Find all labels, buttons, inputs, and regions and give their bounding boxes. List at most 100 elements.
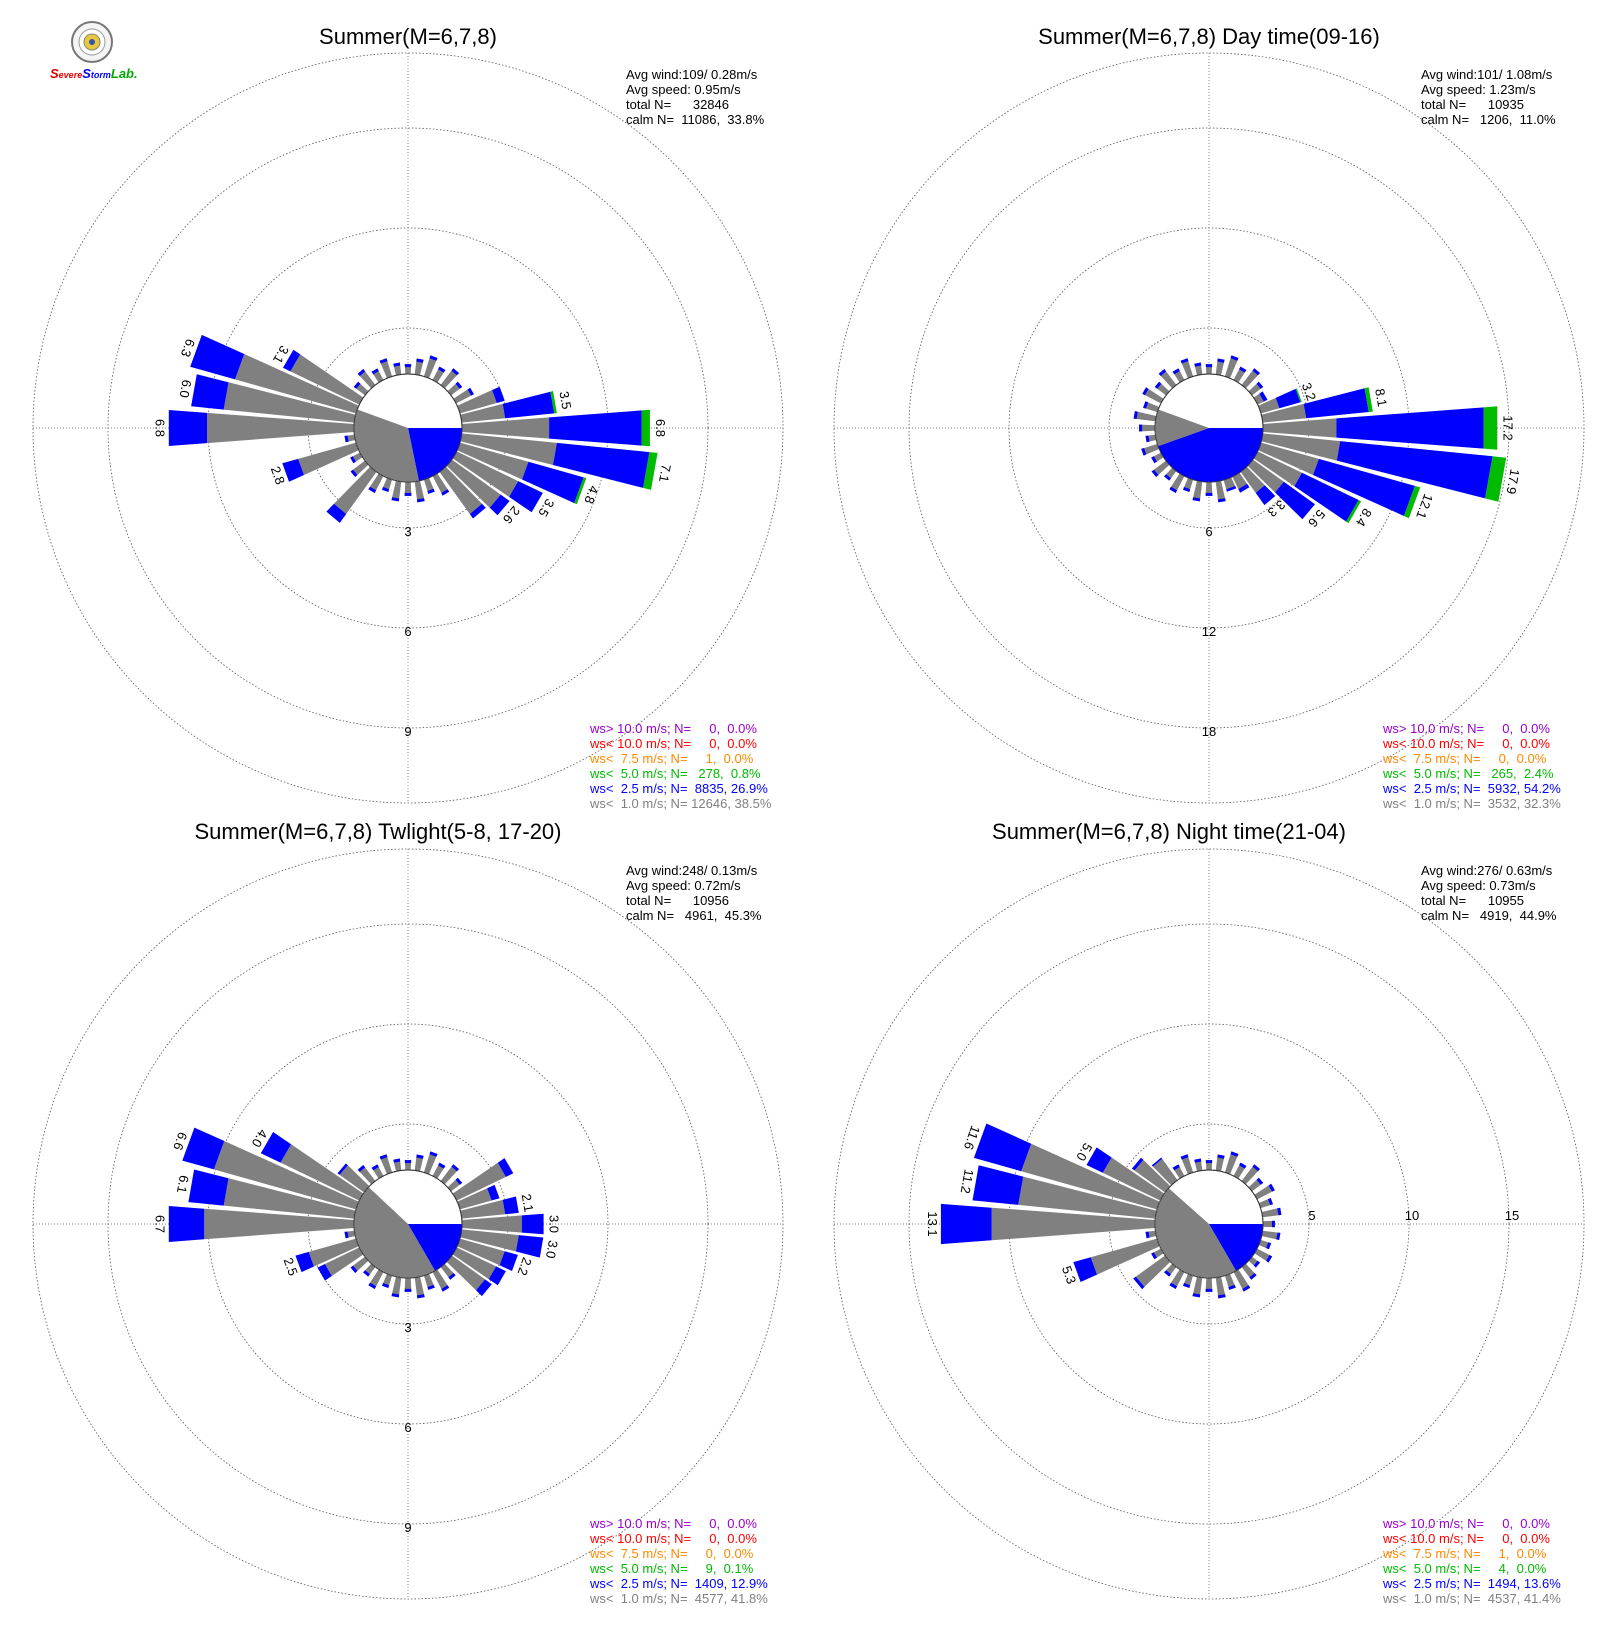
petal-stub-tip [1256,1177,1264,1185]
legend-entry: ws< 2.5 m/s; N= 1409, 12.9% [589,1576,768,1591]
petal-bar-lt2-5 [317,1264,332,1281]
petal-stub [379,1154,393,1175]
stats-line: total N= 10955 [1421,893,1524,908]
petal-bar-lt1 [446,1255,486,1291]
petal-stub-tip [455,1177,463,1185]
petal-stub-tip [368,1282,377,1289]
petal-stub-tip [1266,1255,1273,1263]
petal-bar-lt1 [452,1162,506,1201]
petal-stub-tip [350,456,356,464]
petal-stub-tip [1180,1154,1189,1160]
petal-stub-tip [393,1158,401,1163]
petal-stub-tip [441,489,450,496]
legend-entry: ws< 10.0 m/s; N= 0, 0.0% [1382,1531,1550,1546]
petal-bar-lt2-5 [1313,458,1415,516]
petal-stub [440,1164,459,1185]
petal-stub-tip [1268,1183,1275,1192]
ring-label: 5 [1308,1208,1315,1223]
petal-stub-tip [1268,1198,1273,1206]
petal-bar-lt1 [223,1178,356,1219]
petal-stub-tip [1239,1162,1247,1169]
petal-bar-lt2-5 [509,481,543,513]
petal-stub-tip [1217,1294,1226,1299]
petal-stub-tip [448,1273,456,1280]
petal-stub-tip [368,486,377,493]
petal-stub-tip [404,1160,412,1164]
legend-entry: ws< 1.0 m/s; N= 3532, 32.3% [1382,796,1561,811]
petal-stub-tip [393,362,401,367]
petal-stub [391,1276,402,1298]
legend-entry: ws< 2.5 m/s; N= 5932, 54.2% [1382,781,1561,796]
petal-bar-lt2-5 [522,461,584,504]
petal-value-label: 2.1 [519,1193,537,1213]
petal-bar-lt2-5 [499,1251,518,1271]
petal-bar-lt1 [280,1144,364,1201]
stats-line: Avg speed: 0.73m/s [1421,878,1536,893]
petal-stub-tip [1249,1273,1257,1280]
petal-stub [414,358,424,376]
logo-text-part: S [82,66,91,81]
petal-stub-tip [1164,474,1171,481]
petal-stub-tip [382,487,390,492]
petal-stub-tip [357,369,366,376]
petal-stub-tip [379,1154,388,1160]
petal-bar-lt1 [1253,451,1302,487]
petal-bar-lt2-5 [1303,388,1369,419]
petal-value-label: 8.1 [1372,387,1390,407]
petal-bar-lt1 [235,354,359,414]
petal-stub-tip [350,1265,358,1273]
petal-stub-tip [1277,1207,1282,1216]
petal-bar-lt5 [1346,500,1362,524]
petal-stub-tip [1217,1154,1225,1159]
logo-text-part: torm [91,70,111,80]
petal-bar-lt5 [641,409,650,447]
petal-stub-tip [416,1154,424,1159]
petal-stub [1192,1276,1203,1298]
petal-stub-tip [1180,358,1189,364]
petal-stub-tip [391,497,400,502]
petal-stub [423,1151,438,1175]
petal-bar-lt1 [1258,397,1280,414]
stats-line: Avg wind:248/ 0.13m/s [626,863,758,878]
legend-entry: ws> 10.0 m/s; N= 0, 0.0% [1382,1516,1550,1531]
stats-line: Avg speed: 0.95m/s [626,82,741,97]
petal-stub [453,387,474,404]
petal-bar-lt2-5 [502,1196,519,1215]
legend-entry: ws< 5.0 m/s; N= 4, 0.0% [1382,1561,1547,1576]
petal-stub [1142,387,1164,404]
petal-stub-tip [1252,1164,1260,1172]
petal-stub-tip [438,366,446,373]
petal-stub-tip [1172,368,1180,375]
petal-stub [1215,1154,1225,1172]
petal-stub-tip [1276,1232,1281,1240]
petal-stub-tip [1256,381,1264,389]
petal-stub-tip [1230,1151,1239,1157]
legend-entry: ws> 10.0 m/s; N= 0, 0.0% [589,721,757,736]
calm-hub-blue-sector [1158,428,1263,483]
petal-bar-lt2-5 [497,1158,514,1177]
petal-value-label: 4.8 [581,484,601,506]
legend-entry: ws< 2.5 m/s; N= 1494, 13.6% [1382,1576,1561,1591]
petal-stub-tip [427,488,435,494]
stats-line: Avg wind:101/ 1.08m/s [1421,67,1553,82]
calm-hub-calm-sector [1155,409,1209,447]
petal-bar-lt2-5 [1133,1276,1145,1290]
petal-bar-lt5 [1404,485,1421,519]
petal-value-label: 7.1 [656,463,674,483]
petal-stub [1205,1277,1213,1292]
petal-stub-tip [1154,381,1162,389]
petal-bar-lt5 [1295,388,1302,403]
petal-stub-tip [357,1165,366,1172]
petal-bar-lt1 [452,451,519,497]
petal-stub-tip [1205,364,1213,368]
petal-stub [1224,1151,1239,1175]
petal-bar-lt2-5 [1131,1157,1144,1171]
petal-value-label: 6.8 [153,419,168,437]
petal-bar-lt1 [290,354,364,405]
petal-bar-lt2-5 [487,1184,500,1201]
petal-bar-lt1 [1153,1158,1178,1186]
petal-bar-lt1 [324,1247,364,1276]
petal-stub-tip [1194,1158,1202,1163]
petal-bar-lt2-5 [282,458,304,482]
